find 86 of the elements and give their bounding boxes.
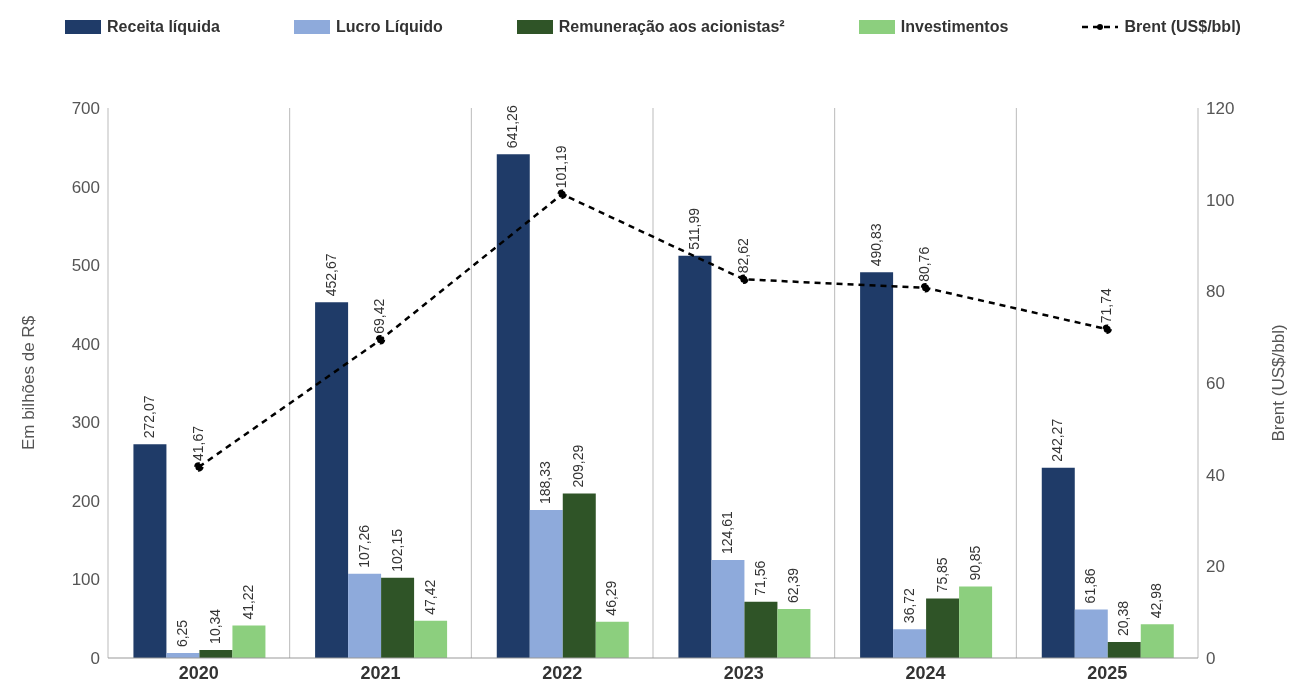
point: [1102, 324, 1112, 334]
data-label: 511,99: [685, 207, 702, 250]
data-label: 42,98: [1148, 582, 1165, 619]
point: [557, 189, 567, 199]
y-tick-label: 0: [90, 649, 100, 669]
data-label: 452,67: [322, 253, 339, 297]
y-tick-label: 600: [71, 177, 100, 197]
bar: [348, 573, 382, 658]
bar: [959, 586, 993, 658]
data-label: 46,29: [603, 580, 620, 616]
y-tick-label: 700: [71, 99, 100, 119]
legend-label: Lucro Líquido: [335, 18, 443, 36]
bar: [777, 608, 811, 658]
data-label: 41,22: [239, 584, 256, 620]
data-label: 124,61: [718, 511, 735, 555]
data-label: 69,42: [371, 298, 388, 334]
x-tick-label: 2022: [542, 662, 583, 683]
data-label: 188,33: [537, 460, 554, 505]
bar: [860, 272, 894, 658]
data-label: 20,38: [1115, 600, 1132, 636]
legend-label: Investimentos: [899, 18, 1009, 36]
x-tick-label: 2024: [905, 662, 946, 683]
bar: [381, 577, 415, 658]
bar: [232, 625, 266, 658]
point: [375, 335, 386, 345]
x-tick-label: 2020: [178, 662, 219, 683]
data-label: 641,26: [504, 105, 521, 149]
bar: [496, 154, 530, 658]
bar: [315, 302, 349, 658]
y-axis-title: Em bilhões de R$: [19, 315, 39, 451]
y2-tick-label: 0: [1206, 649, 1216, 669]
data-label: 90,85: [966, 545, 983, 581]
legend-label: Remuneração aos acionistas²: [557, 18, 785, 36]
bar: [711, 560, 745, 658]
data-label: 61,86: [1082, 568, 1099, 604]
y2-axis-title: Brent (US$/bbl): [1269, 324, 1289, 442]
data-label: 36,72: [900, 587, 917, 624]
legend-label: Receita líquida: [106, 18, 220, 36]
x-tick-label: 2021: [360, 662, 401, 683]
data-label: 47,42: [421, 579, 438, 615]
bar: [414, 620, 448, 658]
bar: [678, 255, 712, 658]
bar: [1140, 624, 1174, 658]
data-label: 71,74: [1098, 287, 1115, 324]
bar: [562, 493, 596, 658]
bar: [529, 510, 563, 658]
y2-tick-label: 120: [1206, 99, 1235, 119]
y2-tick-label: 40: [1206, 465, 1225, 485]
y-tick-label: 400: [71, 334, 100, 354]
data-label: 272,07: [140, 395, 157, 439]
y2-tick-label: 80: [1206, 282, 1225, 302]
y2-tick-label: 60: [1206, 374, 1225, 394]
point: [739, 274, 749, 285]
y-tick-label: 300: [71, 413, 100, 433]
data-label: 10,34: [206, 608, 223, 644]
bar: [1074, 609, 1108, 658]
y2-tick-label: 20: [1206, 557, 1225, 577]
data-label: 62,39: [784, 567, 801, 603]
x-tick-label: 2025: [1087, 662, 1128, 683]
data-label: 242,27: [1049, 418, 1066, 462]
data-label: 41,67: [189, 425, 206, 462]
bar: [744, 601, 778, 658]
y2-tick-label: 100: [1206, 190, 1235, 210]
x-tick-label: 2023: [723, 662, 764, 683]
bar: [1107, 641, 1141, 658]
bar: [893, 629, 927, 658]
data-label: 71,56: [751, 560, 768, 596]
point: [194, 462, 204, 472]
point: [920, 283, 931, 293]
bar: [133, 444, 167, 658]
data-label: 101,19: [553, 145, 570, 189]
data-label: 107,26: [355, 524, 372, 568]
bar: [595, 621, 629, 658]
y-tick-label: 100: [71, 570, 100, 590]
data-label: 75,85: [933, 557, 950, 593]
data-label: 82,62: [734, 238, 751, 274]
y-tick-label: 200: [71, 491, 100, 511]
bar: [926, 598, 960, 658]
data-label: 80,76: [916, 246, 933, 282]
data-label: 102,15: [388, 528, 405, 572]
data-label: 6,25: [173, 619, 190, 648]
data-label: 209,29: [570, 444, 587, 488]
data-label: 490,83: [867, 223, 884, 267]
bar: [1041, 467, 1075, 658]
legend-label: Brent (US$/bbl): [1123, 18, 1241, 36]
y-tick-label: 500: [71, 256, 100, 276]
